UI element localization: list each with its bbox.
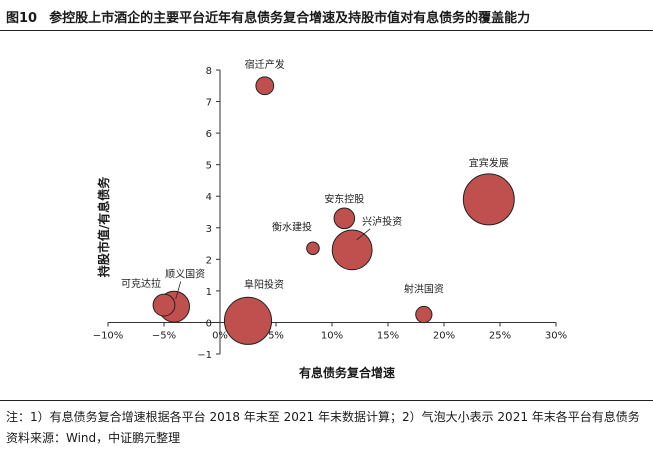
x-tick-label: 0% (212, 330, 228, 341)
x-tick-label: 15% (377, 330, 399, 341)
bubble-label: 顺义国资 (165, 269, 205, 281)
source-note: 资料来源：Wind，中证鹏元整理 (6, 431, 181, 445)
y-tick-label: 1 (206, 287, 212, 298)
bubble-label: 可克达拉 (121, 277, 161, 290)
x-tick-label: 30% (545, 330, 567, 341)
y-axis-title: 持股市值/有息债务 (96, 176, 111, 277)
x-tick-label: 5% (268, 330, 284, 341)
bubble-label: 阜阳投资 (244, 278, 284, 291)
bubble-label: 宜宾发展 (469, 156, 509, 169)
bubble-label: 安东控股 (324, 192, 364, 205)
data-bubble (333, 207, 356, 230)
title-divider (0, 30, 653, 31)
y-tick-label: 5 (206, 161, 212, 172)
bubble-chart: −10% −5% 0% 5% 10% 15% 20% 25% 30% −1 0 1 2 3 4 5 6 7 8 宿迁… (93, 58, 567, 380)
y-tick-label: −1 (197, 350, 212, 361)
y-tick-label: 7 (206, 98, 212, 109)
figure-title-text: 参控股上市酒企的主要平台近年有息债务复合增速及持股市值对有息债务的覆盖能力 (49, 11, 531, 26)
data-bubble (223, 296, 273, 345)
bubble-label: 射洪国资 (404, 284, 444, 296)
x-tick-label: 25% (489, 330, 511, 341)
data-bubble (415, 305, 433, 324)
x-axis-title: 有息债务复合增速 (299, 365, 395, 380)
label-leader-line (175, 281, 182, 300)
data-bubble (306, 241, 320, 256)
x-tick-label: −10% (93, 330, 124, 341)
chart-bubbles (152, 76, 515, 345)
y-tick-label: 4 (206, 192, 212, 203)
x-tick-label: −5% (152, 330, 176, 341)
bubble-label: 衡水建投 (272, 220, 312, 233)
data-bubble (255, 76, 275, 96)
bubble-label: 宿迁产发 (245, 58, 285, 71)
x-tick-label: 10% (321, 330, 343, 341)
bubble-label: 兴泸投资 (362, 215, 402, 228)
chart-axes: −10% −5% 0% 5% 10% 15% 20% 25% 30% −1 0 1 2 3 4 5 6 7 8 (93, 66, 567, 361)
figure-number: 图10 (6, 11, 38, 26)
x-tick-label: 20% (433, 330, 455, 341)
y-tick-label: 2 (206, 255, 212, 266)
y-tick-label: 8 (206, 66, 212, 77)
y-tick-label: 0 (206, 318, 212, 329)
data-bubble (152, 293, 176, 317)
notes-divider (0, 400, 653, 401)
data-bubble (462, 173, 515, 226)
figure-title: 图10 参控股上市酒企的主要平台近年有息债务复合增速及持股市值对有息债务的覆盖能力 (6, 7, 530, 26)
chart-note: 注：1）有息债务复合增速根据各平台 2018 年末至 2021 年末数据计算；2… (6, 410, 640, 424)
data-bubble (331, 229, 373, 271)
label-leader-line (356, 228, 371, 241)
y-tick-label: 3 (206, 224, 212, 235)
y-tick-label: 6 (206, 129, 212, 140)
